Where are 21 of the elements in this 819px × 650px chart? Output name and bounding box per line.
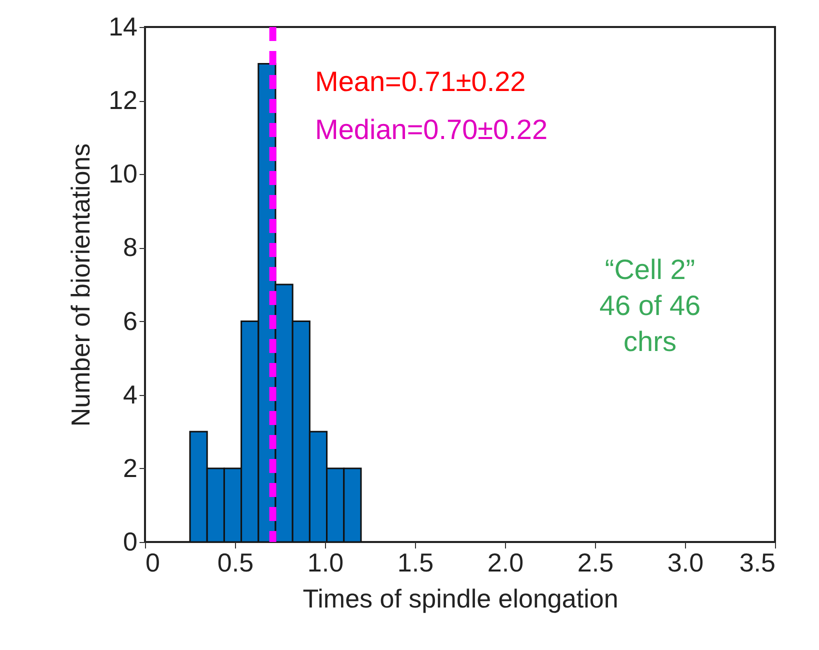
y-axis-title: Number of biorientations <box>66 143 96 427</box>
x-tick-label: 3.0 <box>667 548 704 578</box>
y-tick-label: 12 <box>108 85 138 116</box>
x-tick-label: 0 <box>146 548 160 578</box>
y-tick-label: 0 <box>123 526 138 556</box>
annotation: Median=0.70±0.22 <box>315 114 548 145</box>
x-tick-label: 2.5 <box>577 548 614 578</box>
y-tick-label: 6 <box>123 306 138 336</box>
annotation: “Cell 2” 46 of 46 chrs <box>599 254 701 357</box>
x-axis-title: Times of spindle elongation <box>302 584 618 614</box>
y-tick-label: 14 <box>108 12 138 42</box>
annotation: Mean=0.71±0.22 <box>315 66 526 97</box>
y-tick-label: 8 <box>123 232 138 262</box>
x-tick-label: 3.5 <box>739 548 776 578</box>
x-tick-label: 1.5 <box>397 548 434 578</box>
y-tick-label: 10 <box>108 158 138 189</box>
x-tick-label: 0.5 <box>217 548 254 578</box>
x-tick-label: 2.0 <box>487 548 524 578</box>
y-tick-label: 2 <box>123 452 138 483</box>
x-tick-label: 1.0 <box>307 548 344 578</box>
y-tick-label: 4 <box>123 379 138 410</box>
